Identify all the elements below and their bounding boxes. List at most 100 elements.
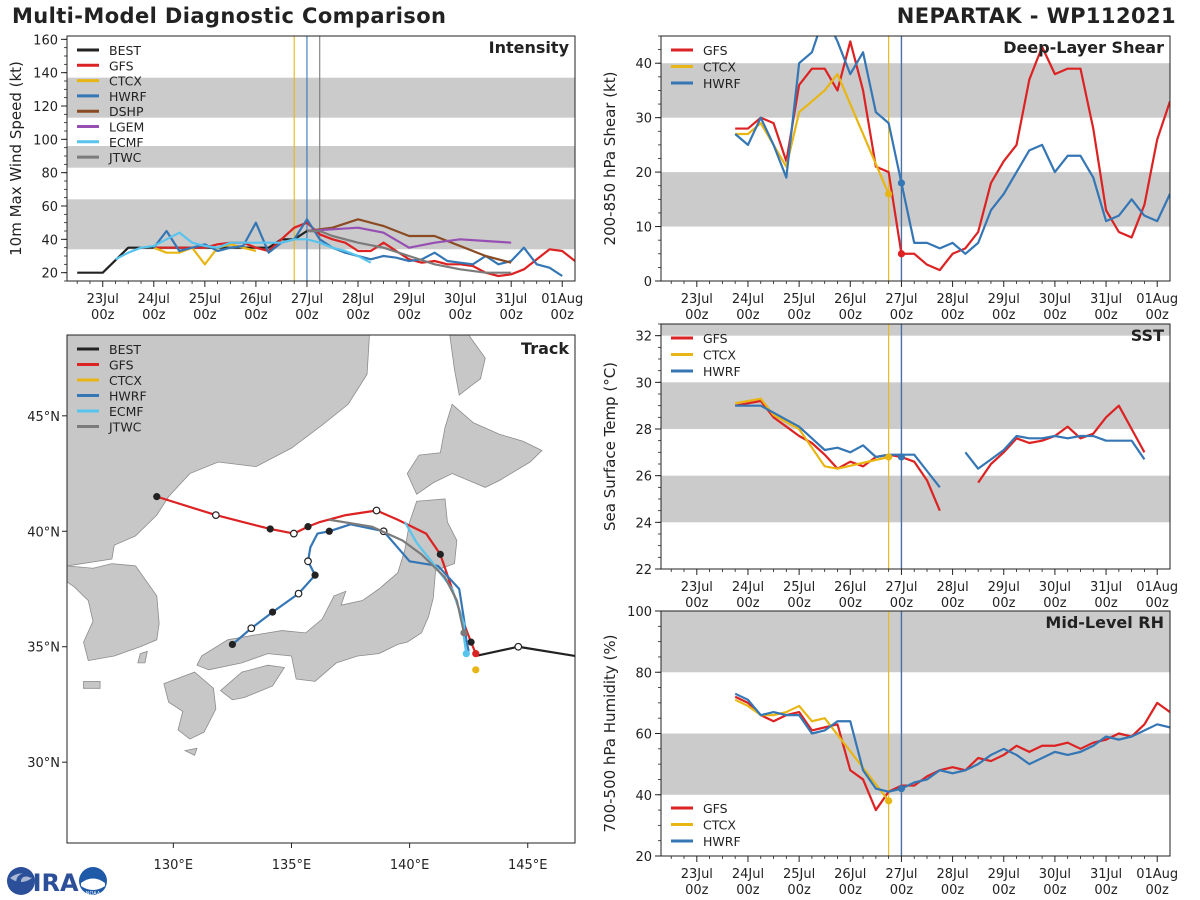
shear-y-tick-label: 30 <box>635 112 652 127</box>
shear-x-tick-label: 27Jul <box>885 292 917 307</box>
rh-legend-label-hwrf: HWRF <box>703 834 741 849</box>
sst-x-tick-sublabel: 00z <box>685 596 709 611</box>
track-x-tick-label: 145°E <box>508 858 548 873</box>
sst-y-tick-label: 32 <box>635 330 652 345</box>
track-panel-title: Track <box>521 339 569 358</box>
sst-frame <box>660 323 1171 570</box>
shear-x-tick-sublabel: 00z <box>1043 308 1067 323</box>
rh-legend-label-gfs: GFS <box>703 801 728 816</box>
track-gfs-open-marker <box>211 511 220 520</box>
track-x-tick-label: 140°E <box>390 858 430 873</box>
sst-x-tick-label: 26Jul <box>834 580 866 595</box>
sst-x-tick-sublabel: 00z <box>787 596 811 611</box>
shear-y-tick-label: 40 <box>635 57 652 72</box>
shear-x-tick-label: 24Jul <box>732 292 764 307</box>
intensity-shade-band <box>67 77 575 118</box>
storm-id: NEPARTAK - WP112021 <box>896 4 1176 28</box>
sst-y-tick-label: 28 <box>635 423 652 438</box>
rh-x-tick-sublabel: 00z <box>1043 883 1067 898</box>
sst-x-tick-sublabel: 00z <box>1094 596 1118 611</box>
track-best-open-marker <box>514 642 523 651</box>
track-gfs-position-dot <box>436 550 444 558</box>
intensity-y-tick-label: 20 <box>41 267 58 282</box>
rh-x-tick-sublabel: 00z <box>1094 883 1118 898</box>
tsushima-landmass <box>137 650 148 664</box>
intensity-x-tick-sublabel: 00z <box>448 308 472 323</box>
rh-x-tick-sublabel: 00z <box>685 883 709 898</box>
rh-x-tick-label: 23Jul <box>681 867 713 882</box>
intensity-series-ecmf <box>114 231 372 264</box>
intensity-x-tick-sublabel: 00z <box>499 308 523 323</box>
chart-sst: 23Jul00z24Jul00z25Jul00z26Jul00z27Jul00z… <box>601 323 1178 611</box>
shear-series-hwrf <box>734 36 1170 255</box>
intensity-legend-label-gfs: GFS <box>109 58 134 73</box>
intensity-legend-label-jtwc: JTWC <box>108 150 142 165</box>
shear-x-tick-sublabel: 00z <box>1146 308 1170 323</box>
sst-y-tick-label: 26 <box>635 470 652 485</box>
rh-x-tick-label: 27Jul <box>885 867 917 882</box>
shear-x-tick-sublabel: 00z <box>1094 308 1118 323</box>
shear-x-tick-sublabel: 00z <box>890 308 914 323</box>
track-legend-label-gfs: GFS <box>109 358 134 373</box>
rh-x-tick-sublabel: 00z <box>941 883 965 898</box>
track-legend-label-hwrf: HWRF <box>109 389 147 404</box>
rh-x-tick-label: 24Jul <box>732 867 764 882</box>
intensity-x-tick-label: 31Jul <box>495 292 527 307</box>
track-legend-label-best: BEST <box>109 342 141 357</box>
track-frame <box>66 334 576 844</box>
shear-series-gfs <box>735 40 1170 272</box>
sst-series-ctcx <box>734 397 889 470</box>
shear-x-tick-label: 31Jul <box>1090 292 1122 307</box>
shear-marker-hwrf <box>897 179 906 187</box>
rh-x-tick-label: 28Jul <box>936 867 968 882</box>
intensity-shade-band <box>67 146 575 168</box>
track-gfs-open-marker <box>289 529 298 538</box>
sst-shade-band <box>661 324 1170 336</box>
intensity-panel-title: Intensity <box>489 38 570 57</box>
rh-series-hwrf <box>734 692 1170 793</box>
intensity-x-tick-label: 23Jul <box>87 292 119 307</box>
shear-x-tick-label: 30Jul <box>1039 292 1071 307</box>
intensity-legend-label-best: BEST <box>109 43 141 58</box>
chart-track: 130°E 135°E 140°E 145°E 30°N 35°N 40°N 45°N Trac… <box>27 334 576 873</box>
honshu-landmass <box>196 498 458 682</box>
track-gfs-open-marker <box>372 506 381 515</box>
rh-x-tick-label: 25Jul <box>783 867 815 882</box>
intensity-legend-label-ecmf: ECMF <box>109 135 144 150</box>
sst-y-tick-label: 22 <box>635 563 652 578</box>
intensity-x-tick-sublabel: 00z <box>244 308 268 323</box>
track-x-tick-label: 130°E <box>154 858 194 873</box>
sst-x-tick-sublabel: 00z <box>890 596 914 611</box>
sst-marker-ctcx <box>885 453 893 461</box>
sst-shade-band <box>661 475 1170 523</box>
sst-x-tick-sublabel: 00z <box>1043 596 1067 611</box>
intensity-y-tick-label: 80 <box>41 167 58 182</box>
sst-y-axis-label: Sea Surface Temp (°C) <box>601 362 619 531</box>
rh-x-tick-sublabel: 00z <box>992 883 1016 898</box>
intensity-y-tick-label: 60 <box>41 200 58 215</box>
shear-x-tick-label: 25Jul <box>783 292 815 307</box>
intensity-y-tick-label: 40 <box>41 233 58 248</box>
shear-x-tick-label: 29Jul <box>988 292 1020 307</box>
intensity-x-tick-sublabel: 00z <box>91 308 115 323</box>
intensity-legend-label-hwrf: HWRF <box>109 89 147 104</box>
rh-x-tick-sublabel: 00z <box>890 883 914 898</box>
shear-series-ctcx <box>735 73 890 195</box>
track-gfs-position-dot <box>304 523 312 531</box>
track-jtwc-position-dot <box>460 629 468 637</box>
sst-panel-title: SST <box>1131 326 1164 345</box>
intensity-y-tick-label: 140 <box>33 67 58 82</box>
track-legend-label-ecmf: ECMF <box>109 404 144 419</box>
intensity-y-tick-label: 120 <box>33 100 58 115</box>
intensity-series-jtwc <box>306 229 512 274</box>
track-x-tick-label: 135°E <box>272 858 312 873</box>
mainland-landmass <box>67 335 370 567</box>
track-hwrf-position-dot <box>228 640 236 649</box>
track-plot-area <box>67 335 575 756</box>
intensity-legend-label-ctcx: CTCX <box>109 74 142 89</box>
intensity-x-tick-sublabel: 00z <box>551 308 575 323</box>
sst-x-tick-sublabel: 00z <box>1146 596 1170 611</box>
shear-x-tick-label: 23Jul <box>681 292 713 307</box>
rh-y-tick-label: 80 <box>635 666 652 681</box>
